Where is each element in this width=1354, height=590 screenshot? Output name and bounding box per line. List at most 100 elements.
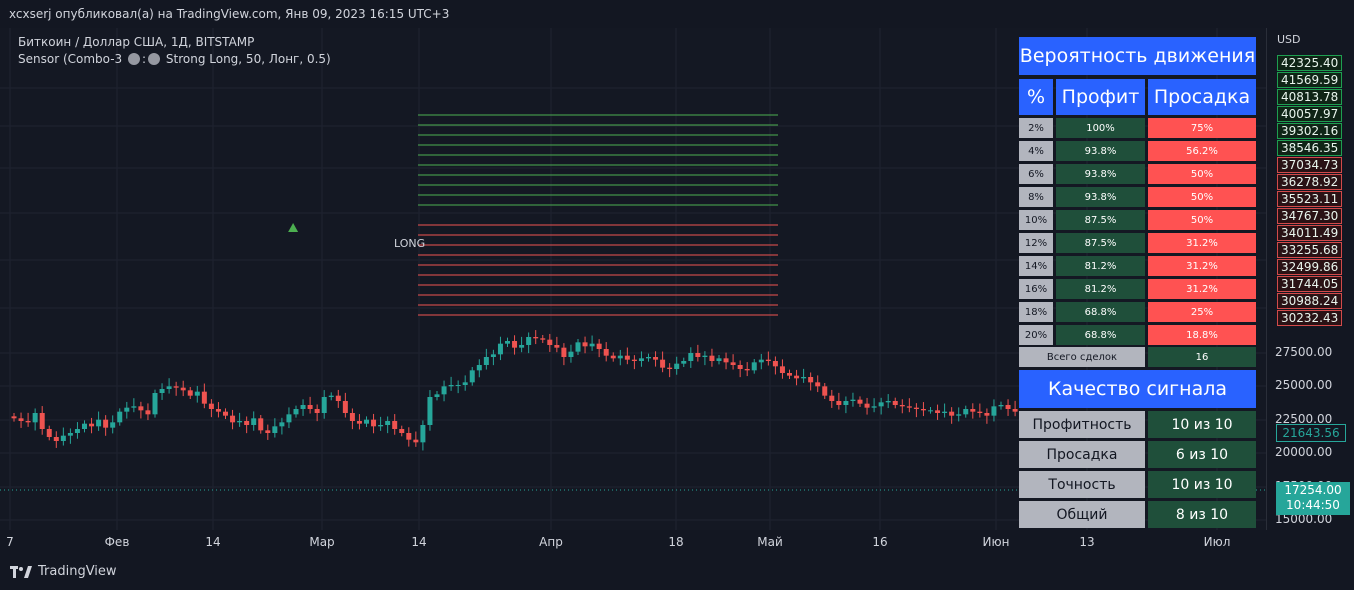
candle-body [702,355,708,357]
quality-value: 10 из 10 [1148,471,1256,498]
quality-value: 6 из 10 [1148,441,1256,468]
candle-body [540,338,546,340]
candle-body [392,421,398,429]
candle-body [230,415,236,423]
candle-body [124,407,130,412]
stop-price-tag: 32499.86 [1277,259,1343,275]
candle-body [159,389,165,393]
candle-body [300,405,306,409]
candle-body [455,385,461,386]
candle-body [321,397,327,413]
candle-body [201,391,207,404]
candle-body [427,397,433,425]
quality-title: Качество сигнала [1019,370,1256,408]
candle-body [582,342,588,347]
footer: TradingView [10,564,117,579]
candle-body [89,423,95,427]
indicator-name: Sensor (Combo-3 [18,52,123,66]
candle-body [32,413,38,423]
table-row-profit: 87.5% [1056,233,1145,253]
price-label: 25000.00 [1275,378,1333,392]
candle-body [744,369,750,371]
candle-body [399,429,405,433]
candle-body [878,402,884,407]
candle-body [737,365,743,369]
table-row-profit: 81.2% [1056,256,1145,276]
time-label: 18 [668,535,684,549]
candle-body [660,359,666,368]
header-drawdown: Просадка [1148,79,1256,115]
candle-body [349,413,355,421]
candle-body [956,414,962,416]
publish-header: xcxserj опубликовал(а) на TradingView.co… [9,7,450,21]
header-profit: Профит [1056,79,1145,115]
candle-body [469,370,475,383]
candle-body [871,406,877,408]
candle-body [272,426,278,433]
time-label: Фев [104,535,130,549]
time-axis[interactable]: 7 Фев 14 Мар 14 Апр 18 Май 16 Июн 13 Июл [0,530,1266,558]
candle-body [131,406,137,408]
candle-body [265,430,271,433]
candle-body [1012,409,1018,412]
candle-body [74,429,80,433]
time-label: 7 [6,535,14,549]
candle-body [82,423,87,429]
candle-body [801,377,807,379]
candle-body [667,367,673,369]
price-axis[interactable]: USD 42325.40 41569.59 40813.78 40057.97 3930… [1266,28,1354,530]
candle-body [850,399,856,401]
target-price-tag: 39302.16 [1277,123,1343,139]
candle-body [208,403,214,409]
table-row-pct: 10% [1019,210,1053,230]
table-row-profit: 93.8% [1056,141,1145,161]
candle-body [561,347,567,357]
table-row-pct: 6% [1019,164,1053,184]
candle-body [596,343,602,349]
candle-body [371,419,377,427]
price-label: 15000.00 [1275,512,1333,526]
tradingview-logo-icon [10,565,32,578]
table-row-profit: 68.8% [1056,302,1145,322]
candle-body [11,416,17,419]
quality-label: Просадка [1019,441,1145,468]
candle-body [152,393,158,415]
candle-body [829,395,835,401]
table-row-profit: 68.8% [1056,325,1145,345]
candle-body [857,399,863,404]
candle-body [314,409,320,413]
candle-body [624,355,630,360]
stop-price-tag: 30988.24 [1277,293,1343,309]
candle-body [638,358,644,361]
stop-price-tag: 34011.49 [1277,225,1343,241]
candle-body [892,401,898,405]
time-label: 16 [872,535,888,549]
gear-icon[interactable] [148,53,161,65]
table-row-profit: 93.8% [1056,164,1145,184]
table-row-drawdown: 31.2% [1148,256,1256,276]
candle-body [730,362,736,365]
candle-body [286,414,292,423]
candle-body [772,361,778,367]
candle-body [794,375,800,379]
brand-name: TradingView [38,564,117,579]
candle-body [223,411,228,416]
candle-body [688,353,694,361]
quality-value: 10 из 10 [1148,411,1256,438]
candle-body [568,351,574,357]
gear-icon[interactable] [128,53,141,65]
candle-body [60,435,66,441]
candle-body [258,418,264,431]
header-pct: % [1019,79,1053,115]
candle-body [920,409,926,411]
target-price-tag: 40057.97 [1277,106,1343,122]
candle-body [18,418,24,421]
candle-body [420,425,426,443]
current-price-tag: 17254.00 10:44:50 [1276,482,1350,515]
time-label: Июн [982,535,1010,549]
candle-body [385,421,391,425]
table-row-drawdown: 31.2% [1148,233,1256,253]
candle-body [723,358,729,363]
target-price-tag: 41569.59 [1277,72,1343,88]
stop-price-tag: 33255.68 [1277,242,1343,258]
